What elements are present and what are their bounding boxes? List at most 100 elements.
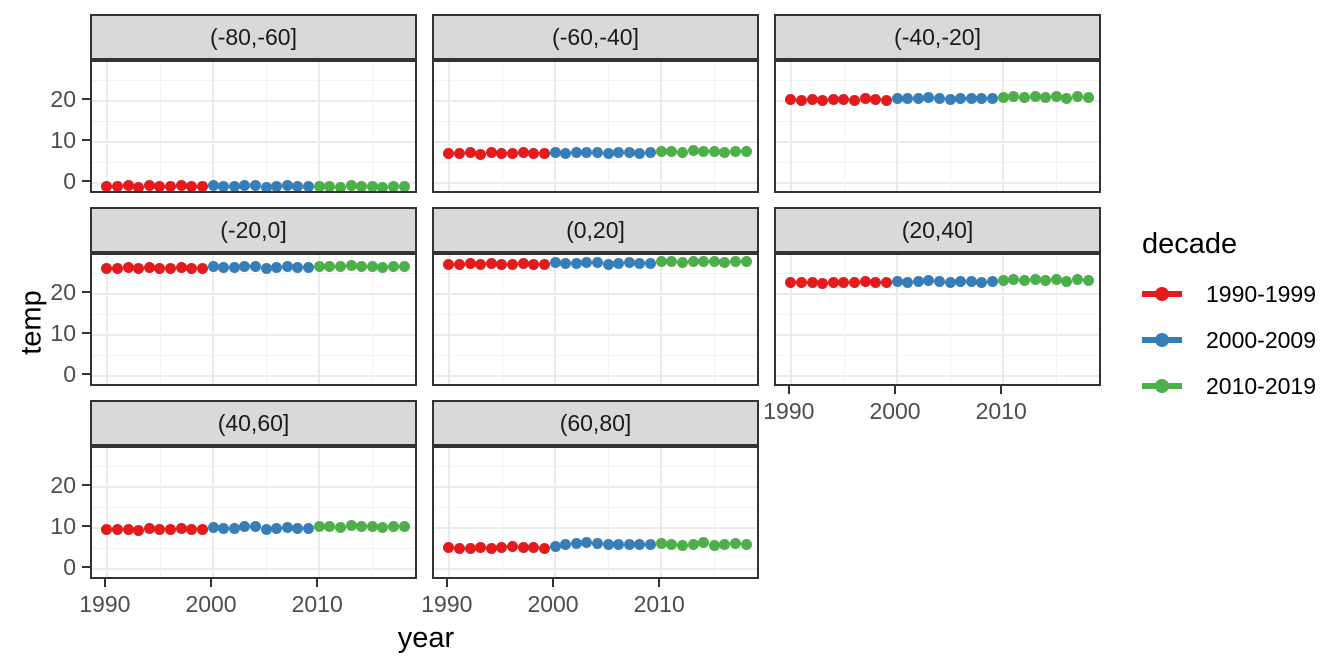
y-minor-gridline	[776, 314, 1099, 316]
data-point	[687, 145, 699, 157]
data-point	[377, 261, 389, 273]
facet-strip-label: (-60,-40]	[552, 23, 639, 50]
data-point	[475, 148, 487, 160]
data-point	[250, 180, 261, 191]
data-point	[228, 522, 240, 534]
data-point	[880, 94, 892, 106]
data-point	[292, 262, 304, 274]
x-major-gridline	[896, 62, 899, 191]
data-point	[334, 261, 346, 273]
data-point	[122, 180, 134, 191]
x-minor-gridline	[843, 255, 845, 384]
data-point	[730, 145, 742, 157]
data-point	[239, 521, 251, 533]
data-point	[1018, 275, 1030, 287]
data-point	[902, 276, 914, 288]
legend-key-dot-icon	[1155, 379, 1169, 393]
data-point	[560, 147, 572, 159]
data-point	[250, 261, 261, 273]
data-point	[281, 180, 293, 191]
x-major-gridline	[554, 62, 557, 191]
legend-item: 2000-2009	[1142, 325, 1342, 355]
data-point	[623, 257, 635, 269]
facet-strip: (40,60]	[90, 400, 417, 446]
data-point	[154, 180, 166, 191]
y-minor-gridline	[776, 80, 1099, 82]
data-point	[708, 539, 720, 551]
data-point	[464, 258, 476, 270]
x-tick-mark	[787, 386, 790, 394]
data-point	[443, 147, 455, 159]
y-tick-mark	[82, 565, 90, 568]
data-point	[891, 275, 903, 287]
data-point	[398, 181, 410, 191]
facet-strip-label: (-80,-60]	[210, 23, 297, 50]
data-point	[507, 540, 519, 552]
y-major-gridline	[92, 567, 415, 570]
data-point	[133, 263, 145, 275]
y-tick-mark	[82, 179, 90, 182]
data-point	[281, 261, 293, 273]
data-point	[1061, 92, 1073, 104]
x-tick-mark	[552, 579, 555, 587]
data-point	[891, 92, 903, 104]
data-point	[313, 260, 325, 272]
data-point	[785, 94, 797, 106]
y-minor-gridline	[92, 162, 415, 164]
x-axis-title: year	[397, 622, 455, 654]
data-point	[623, 146, 635, 158]
data-point	[687, 539, 699, 551]
legend-key	[1142, 325, 1182, 355]
legend-key	[1142, 279, 1182, 309]
data-point	[228, 261, 240, 273]
data-point	[388, 180, 400, 191]
data-point	[517, 146, 529, 158]
data-point	[111, 263, 123, 274]
x-tick-mark	[894, 386, 897, 394]
data-point	[303, 180, 315, 191]
data-point	[122, 262, 134, 274]
y-major-gridline	[92, 99, 415, 102]
legend-key-dot-icon	[1155, 287, 1169, 301]
x-minor-gridline	[266, 62, 268, 191]
data-point	[923, 275, 935, 287]
y-minor-gridline	[434, 314, 757, 316]
data-point	[101, 180, 113, 191]
data-point	[838, 276, 850, 288]
data-point	[388, 260, 400, 272]
data-point	[859, 276, 871, 288]
x-minor-gridline	[501, 448, 503, 577]
data-point	[517, 257, 529, 269]
data-point	[154, 262, 166, 274]
facet-strip-label: (-20,0]	[220, 216, 287, 243]
y-tick-label: 10	[50, 512, 76, 539]
x-minor-gridline	[1056, 62, 1058, 191]
data-point	[549, 146, 561, 158]
x-major-gridline	[212, 255, 215, 384]
x-major-gridline	[447, 62, 450, 191]
data-point	[976, 93, 988, 105]
data-point	[324, 180, 336, 191]
data-point	[560, 258, 572, 270]
data-point	[666, 256, 678, 268]
facet-strip-label: (60,80]	[559, 409, 632, 436]
facet-strip: (20,40]	[774, 207, 1101, 253]
data-point	[485, 542, 497, 554]
data-point	[740, 539, 752, 551]
data-point	[987, 276, 999, 288]
data-point	[870, 94, 882, 106]
data-point	[443, 258, 455, 270]
data-point	[334, 181, 346, 191]
x-minor-gridline	[266, 448, 268, 577]
data-point	[592, 537, 603, 549]
data-point	[666, 539, 678, 551]
y-major-gridline	[776, 333, 1099, 336]
data-point	[1082, 91, 1094, 103]
y-major-gridline	[434, 374, 757, 377]
data-point	[923, 92, 935, 104]
data-point	[676, 540, 688, 552]
data-point	[592, 257, 603, 269]
y-tick-mark	[82, 524, 90, 527]
data-point	[165, 524, 177, 536]
